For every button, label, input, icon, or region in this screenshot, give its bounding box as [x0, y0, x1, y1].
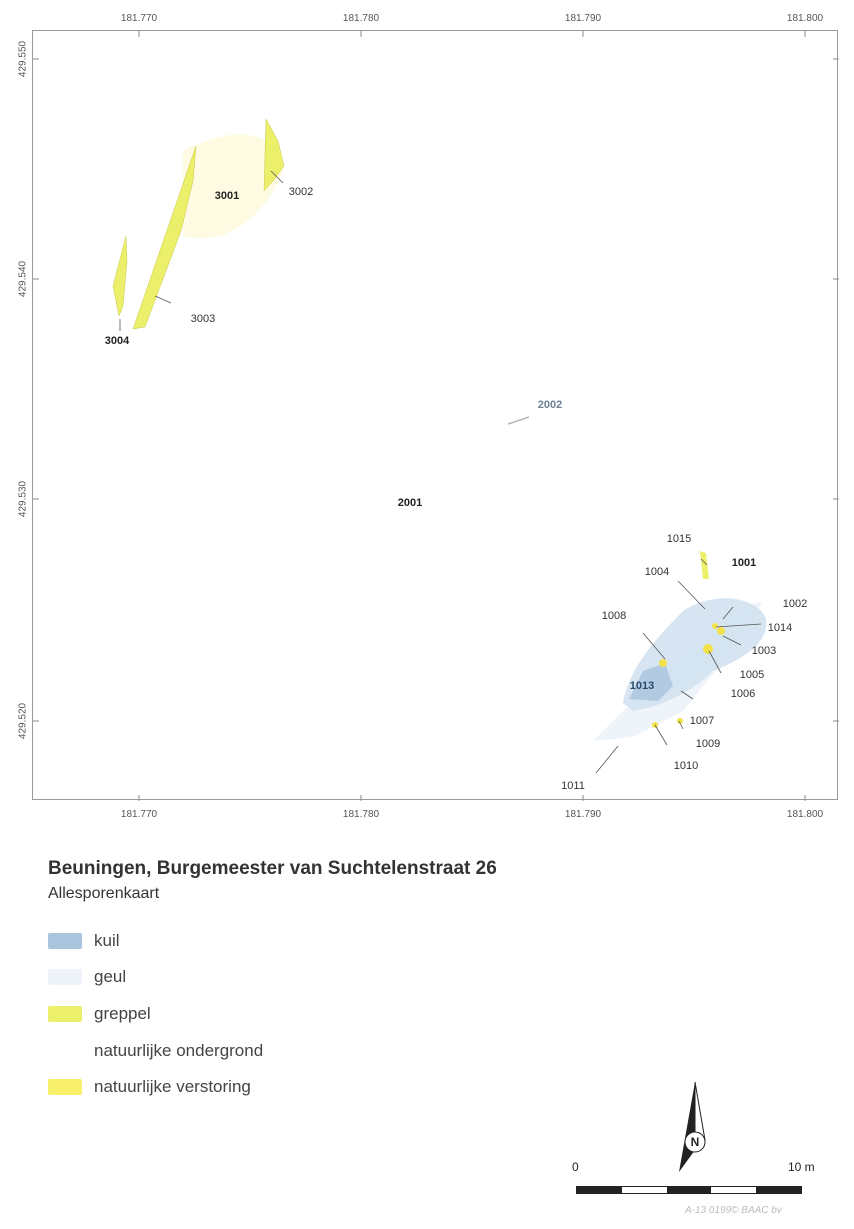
credit-text: A-13 0199© BAAC bv	[685, 1205, 782, 1216]
legend-label-greppel: greppel	[94, 1004, 151, 1023]
legend-swatch-natuurlijke-ondergrond	[48, 1043, 82, 1059]
scale-segment-2	[621, 1187, 667, 1193]
scale-end-label: 10 m	[788, 1160, 815, 1174]
natural-disturbance-zone-3001	[183, 134, 283, 239]
feature-label-1013: 1013	[629, 680, 655, 692]
feature-label-1011: 1011	[561, 780, 585, 792]
scale-segment-4	[711, 1187, 757, 1193]
x-tick-top-2: 181.780	[342, 13, 380, 24]
map-canvas	[33, 31, 839, 801]
legend-swatch-kuil	[48, 933, 82, 949]
feature-label-1003: 1003	[751, 645, 777, 657]
feature-2002-line	[507, 416, 530, 425]
ditch-3002	[263, 118, 285, 192]
feature-label-3003: 3003	[190, 313, 216, 325]
scale-segment-1	[577, 1187, 622, 1193]
feature-label-1008: 1008	[601, 610, 627, 622]
legend-item-kuil: kuil	[48, 930, 120, 952]
feature-1014-point	[712, 623, 718, 629]
feature-label-1014: 1014	[767, 622, 793, 634]
legend-item-greppel: greppel	[48, 1003, 151, 1025]
x-tick-bottom-1: 181.770	[120, 809, 158, 820]
legend-item-natuurlijke-ondergrond: natuurlijke ondergrond	[48, 1040, 263, 1062]
map-subtitle: Allesporenkaart	[48, 885, 160, 902]
x-tick-bottom-3: 181.790	[564, 809, 602, 820]
scale-segment-5	[756, 1187, 801, 1193]
feature-label-3001: 3001	[214, 190, 240, 202]
x-tick-top-1: 181.770	[120, 13, 158, 24]
scale-segment-3	[666, 1187, 712, 1193]
map-title: Beuningen, Burgemeester van Suchtelenstr…	[48, 858, 497, 879]
feature-label-1004: 1004	[644, 566, 670, 578]
legend-swatch-geul	[48, 969, 82, 985]
legend-label-kuil: kuil	[94, 931, 120, 950]
legend-swatch-natuurlijke-verstoring	[48, 1079, 82, 1095]
legend-label-natuurlijke-verstoring: natuurlijke verstoring	[94, 1077, 251, 1096]
x-tick-top-3: 181.790	[564, 13, 602, 24]
feature-1009-point	[677, 718, 683, 724]
legend-item-geul: geul	[48, 966, 126, 988]
scale-start-label: 0	[572, 1160, 579, 1174]
scale-bar	[576, 1186, 802, 1194]
feature-label-1009: 1009	[695, 738, 721, 750]
feature-label-1005: 1005	[739, 669, 765, 681]
feature-label-1002: 1002	[782, 598, 808, 610]
feature-label-1006: 1006	[730, 688, 756, 700]
x-tick-top-4: 181.800	[786, 13, 824, 24]
y-tick-left-4: 429.520	[17, 702, 29, 740]
x-tick-bottom-2: 181.780	[342, 809, 380, 820]
y-tick-left-3: 429.530	[17, 480, 29, 518]
north-arrow-icon: N	[665, 1080, 725, 1180]
feature-label-2002: 2002	[537, 399, 563, 411]
y-tick-left-1: 429.550	[17, 40, 29, 78]
feature-1005-point	[703, 644, 713, 654]
feature-label-3002: 3002	[288, 186, 314, 198]
ditch-3004	[112, 235, 128, 317]
map-frame[interactable]: 181.770 181.780 181.790 181.800 181.770 …	[18, 13, 839, 820]
feature-label-1001: 1001	[731, 557, 757, 569]
feature-label-1010: 1010	[673, 760, 699, 772]
feature-1003-point	[717, 627, 725, 635]
x-tick-bottom-4: 181.800	[786, 809, 824, 820]
feature-label-1015: 1015	[666, 533, 692, 545]
ditch-3003	[132, 145, 197, 330]
legend-swatch-greppel	[48, 1006, 82, 1022]
feature-label-1007: 1007	[689, 715, 715, 727]
legend-label-geul: geul	[94, 967, 127, 986]
feature-label-3004: 3004	[104, 335, 130, 347]
north-letter: N	[691, 1135, 700, 1149]
ditch-1001	[700, 551, 709, 579]
pit-1013	[629, 663, 673, 701]
legend-label-natuurlijke-ondergrond: natuurlijke ondergrond	[94, 1041, 264, 1060]
legend-item-natuurlijke-verstoring: natuurlijke verstoring	[48, 1076, 251, 1098]
y-tick-left-2: 429.540	[17, 260, 29, 298]
feature-label-2001: 2001	[397, 497, 423, 509]
feature-1013-point	[659, 659, 667, 667]
